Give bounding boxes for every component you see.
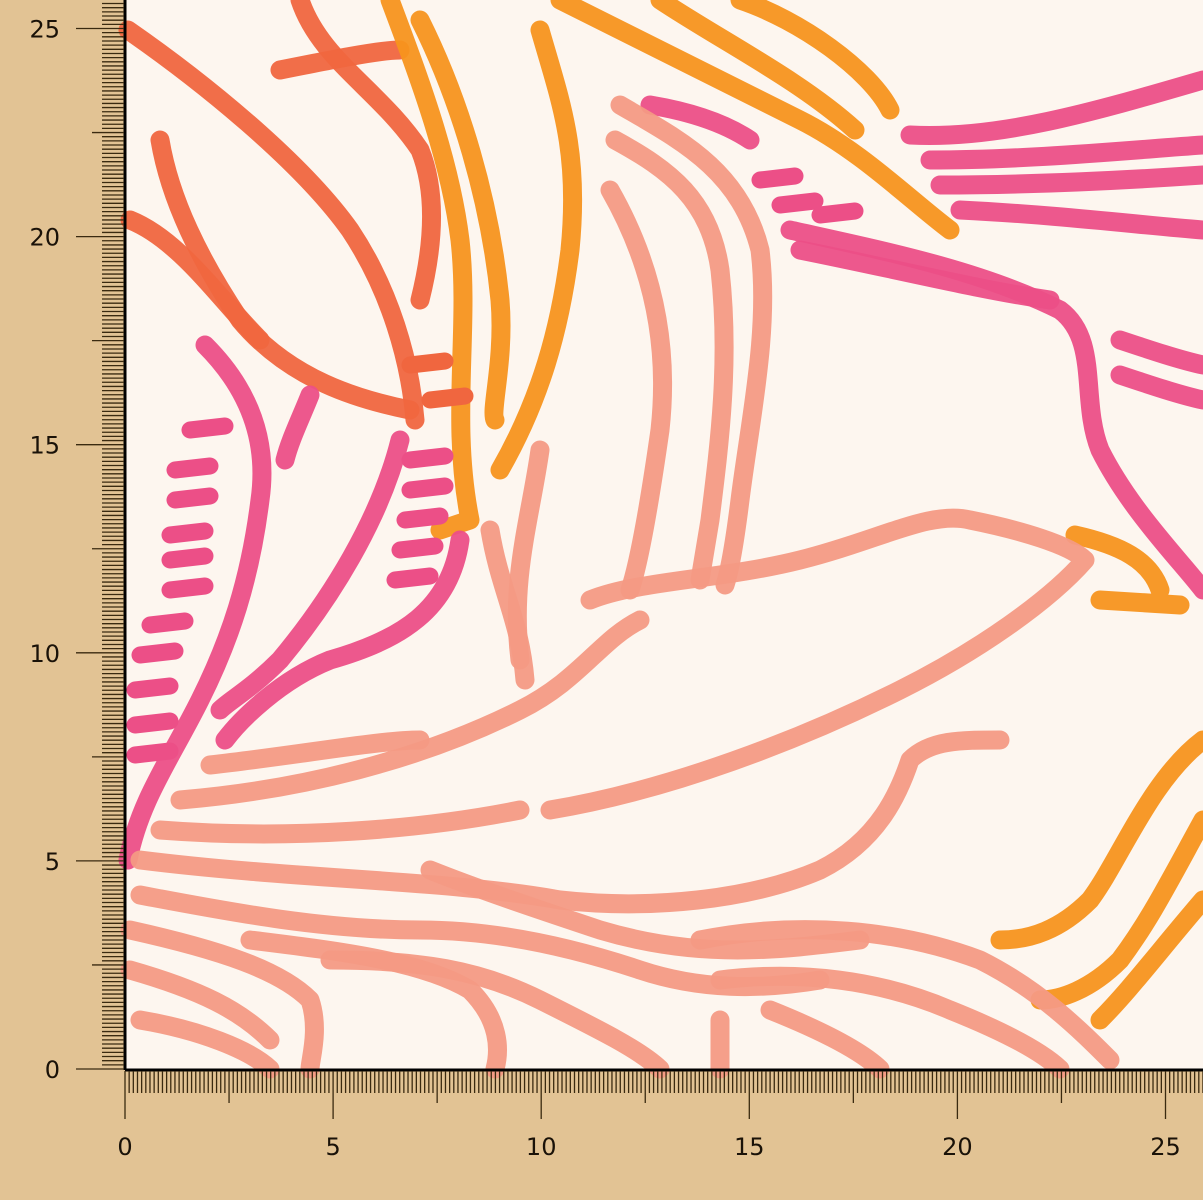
pattern-stroke-salmon: [690, 920, 1120, 1070]
pattern-stroke-salmon: [320, 950, 670, 1079]
pattern-stroke-orange: [990, 730, 1203, 950]
ruler-y-label: 5: [45, 848, 60, 876]
pattern-stroke-orange: [730, 0, 900, 120]
pattern-stroke-salmon: [170, 610, 650, 810]
ruler-y-label: 0: [45, 1056, 60, 1084]
pattern-stroke-orange: [1030, 810, 1203, 1010]
pattern-dash-pink: [166, 487, 219, 509]
pattern-dash-coral: [421, 387, 474, 409]
pattern-stroke-pink: [790, 240, 1060, 310]
pattern-dash-pink: [391, 537, 444, 559]
pattern-dash-pink: [166, 457, 219, 479]
pattern-dash-pink: [161, 577, 214, 599]
pattern-stroke-orange: [550, 0, 960, 240]
pattern-stroke-pink: [780, 220, 1203, 600]
pattern-dash-pink: [126, 742, 179, 764]
pattern-stroke-pink: [210, 430, 410, 720]
ruler-x-label: 15: [734, 1133, 765, 1161]
ruler-y-label: 25: [29, 16, 60, 44]
pattern-stroke-salmon: [600, 180, 673, 600]
pattern-stroke-coral: [290, 0, 441, 310]
ruler-y-label: 10: [29, 640, 60, 668]
pattern-dash-pink: [396, 507, 449, 529]
pattern-stroke-orange: [490, 20, 583, 480]
pattern-stroke-coral: [118, 20, 425, 430]
pattern-stroke-salmon: [760, 1000, 890, 1079]
pattern-dash-pink: [771, 192, 824, 214]
pattern-dash-pink: [126, 677, 179, 699]
pattern-stroke-salmon: [120, 920, 324, 1079]
pattern-dash-pink: [161, 522, 214, 544]
pattern-stroke-pink: [1110, 365, 1203, 410]
pattern-dash-pink: [401, 447, 454, 469]
pattern-stroke-pink: [930, 165, 1203, 195]
fabric-pattern: [118, 0, 1203, 1079]
pattern-stroke-pink: [1110, 330, 1203, 375]
pattern-stroke-salmon: [540, 508, 1095, 820]
pattern-stroke-orange: [1090, 890, 1203, 1030]
pattern-stroke-salmon: [120, 960, 280, 1050]
pattern-dash-pink: [131, 642, 184, 664]
pattern-stroke-salmon: [610, 95, 773, 595]
pattern-stroke-salmon: [130, 1010, 280, 1079]
pattern-dash-pink: [401, 477, 454, 499]
ruler-x-label: 25: [1150, 1133, 1181, 1161]
pattern-dash-pink: [141, 612, 194, 634]
pattern-dash-pink: [161, 547, 214, 569]
pattern-stroke-salmon: [200, 730, 430, 775]
ruler-y-label: 20: [29, 224, 60, 252]
pattern-stroke-orange: [380, 0, 480, 540]
pattern-dash-pink: [811, 202, 864, 224]
ruler-ticks: [76, 2, 1203, 1119]
pattern-dash-pink: [751, 167, 804, 189]
pattern-stroke-pink: [215, 530, 470, 750]
ruler-x-label: 10: [526, 1133, 557, 1161]
pattern-stroke-salmon: [130, 730, 1010, 914]
ruler-x-label: 20: [942, 1133, 973, 1161]
pattern-dash-pink: [126, 712, 179, 734]
pattern-dash-pink: [386, 567, 439, 589]
pattern-stroke-orange: [410, 10, 511, 430]
pattern-stroke-salmon: [605, 130, 734, 590]
pattern-stroke-salmon: [420, 860, 870, 960]
pattern-stroke-coral: [120, 210, 270, 350]
pattern-dash-pink: [181, 417, 234, 439]
pattern-stroke-orange: [650, 0, 865, 140]
pattern-stroke-salmon: [150, 800, 530, 844]
ruler-x-label: 5: [325, 1133, 340, 1161]
pattern-stroke-coral: [270, 40, 410, 80]
pattern-stroke-pink: [275, 385, 320, 470]
pattern-stroke-pink: [118, 335, 272, 870]
pattern-stroke-orange: [1065, 525, 1190, 615]
pattern-stroke-salmon: [480, 520, 535, 690]
pattern-dash-coral: [401, 352, 454, 374]
pattern-stroke-pink: [640, 95, 760, 150]
ruler-labels: 0 5 10 15 20 25 0 5 10 15 20 25: [29, 16, 1180, 1162]
pattern-stroke-salmon: [240, 930, 507, 1079]
pattern-stroke-pink: [920, 135, 1203, 170]
ruler-y-label: 15: [29, 432, 60, 460]
pattern-stroke-pink: [950, 200, 1203, 240]
pattern-stroke-pink: [900, 70, 1203, 146]
pattern-stroke-salmon: [710, 966, 1070, 1079]
ruler-x-label: 0: [117, 1133, 132, 1161]
